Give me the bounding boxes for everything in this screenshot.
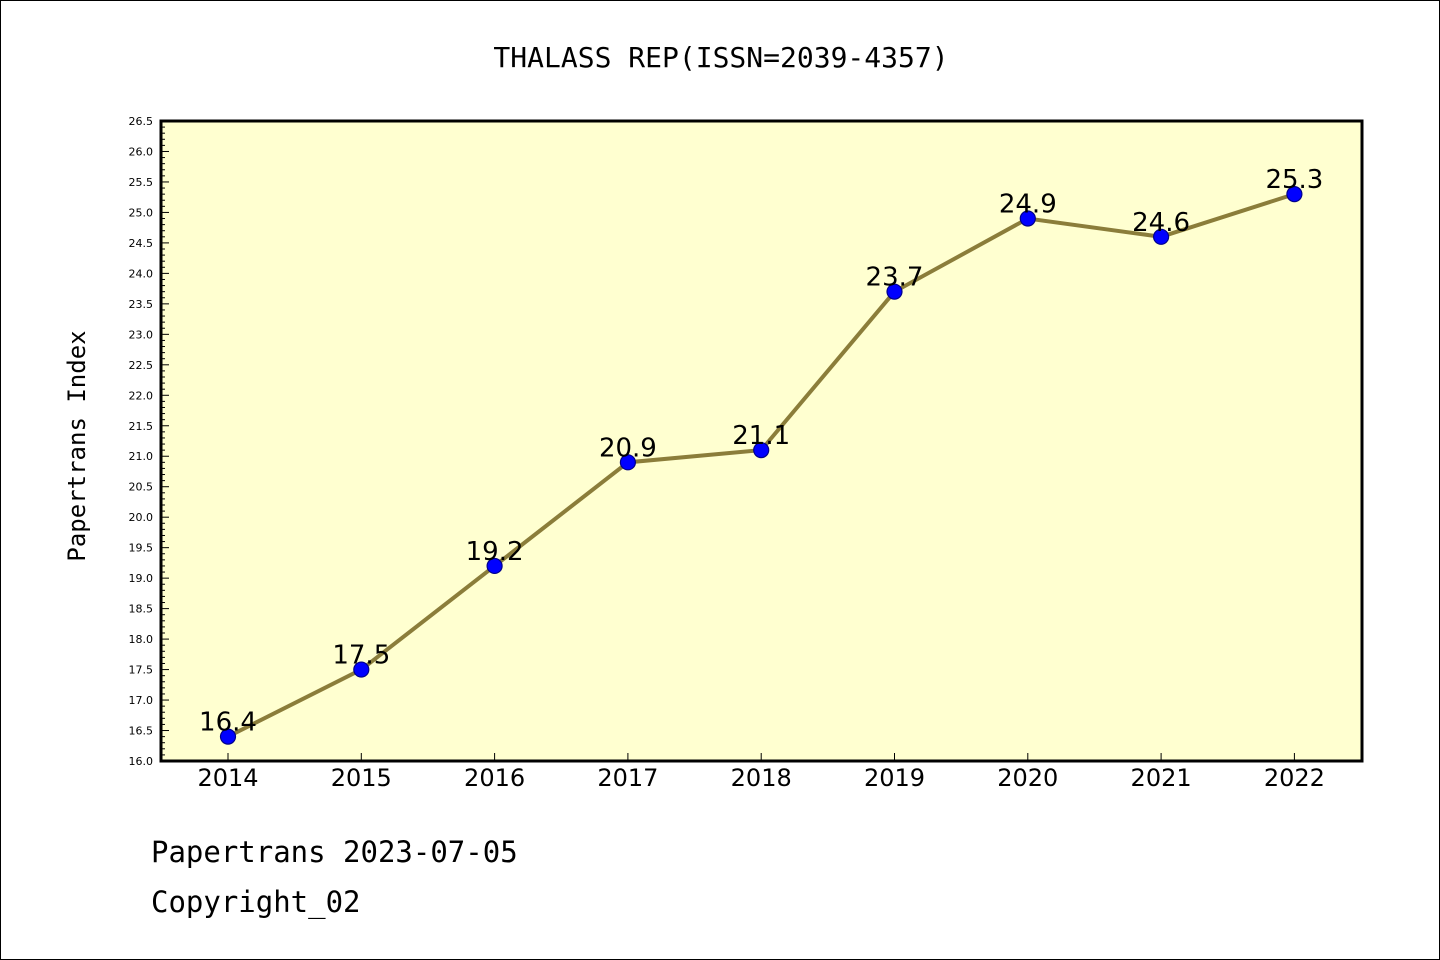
y-tick-label: 16.0 (129, 755, 154, 768)
data-point (753, 442, 770, 459)
data-point (1152, 228, 1170, 245)
y-axis-label: Papertrans Index (63, 330, 91, 561)
x-tick-label: 2018 (731, 764, 792, 792)
y-tick-label: 24.0 (129, 267, 154, 280)
data-point (1286, 186, 1303, 203)
x-tick-label: 2014 (197, 764, 258, 792)
y-tick-label: 21.0 (129, 450, 154, 463)
x-tick-label: 2015 (331, 764, 392, 792)
footer-copyright: Copyright_02 (151, 885, 361, 919)
data-label: 24.6 (1132, 208, 1190, 238)
data-point (1019, 210, 1036, 227)
series-markers (219, 186, 1303, 745)
data-label: 24.9 (999, 190, 1057, 220)
data-point (886, 283, 903, 300)
data-label: 23.7 (866, 263, 924, 293)
data-label: 25.3 (1265, 165, 1323, 195)
y-tick-label: 22.0 (129, 389, 154, 402)
y-tick-label: 24.5 (129, 237, 154, 250)
y-tick-label: 23.0 (129, 328, 154, 341)
data-label: 16.4 (199, 708, 257, 738)
x-tick-label: 2016 (464, 764, 525, 792)
x-tick-label: 2017 (597, 764, 658, 792)
chart-title: THALASS REP(ISSN=2039-4357) (493, 41, 948, 74)
footer-source: Papertrans 2023-07-05 (151, 835, 518, 869)
y-tick-label: 20.0 (129, 511, 154, 524)
x-axis: 2014 2015 2016 2017 2018 2019 2020 2021 2022 (197, 753, 1325, 792)
data-label: 17.5 (332, 641, 390, 671)
y-tick-label: 21.5 (129, 420, 154, 433)
data-label: 19.2 (466, 537, 524, 567)
x-tick-label: 2022 (1264, 764, 1325, 792)
y-tick-label: 16.5 (129, 725, 154, 738)
y-tick-label: 19.0 (129, 572, 154, 585)
y-axis: 16.0 16.5 17.0 17.5 18.0 18.5 19.0 19.5 20.0 20.5… (129, 115, 169, 768)
data-label: 21.1 (732, 421, 790, 451)
data-point (486, 557, 503, 575)
data-point (219, 728, 237, 745)
data-label: 20.9 (599, 433, 657, 463)
y-tick-label: 26.0 (129, 145, 154, 158)
x-tick-label: 2019 (864, 764, 925, 792)
y-tick-label: 18.5 (129, 603, 154, 616)
plot-area (159, 119, 1364, 763)
y-tick-label: 20.5 (129, 481, 154, 494)
data-labels: 16.4 17.5 19.2 20.9 21.1 23.7 24.9 24.6 25.3 (199, 165, 1323, 737)
y-tick-label: 17.0 (129, 694, 154, 707)
data-point (619, 454, 637, 471)
y-tick-label: 26.5 (129, 115, 154, 128)
x-tick-label: 2021 (1131, 764, 1192, 792)
y-tick-label: 25.5 (129, 176, 154, 189)
y-tick-label: 23.5 (129, 298, 154, 311)
x-tick-label: 2020 (997, 764, 1058, 792)
y-tick-label: 19.5 (129, 542, 154, 555)
y-tick-label: 18.0 (129, 633, 154, 646)
y-tick-label: 17.5 (129, 664, 154, 677)
y-tick-label: 22.5 (129, 359, 154, 372)
y-tick-label: 25.0 (129, 206, 154, 219)
data-point (353, 661, 370, 678)
